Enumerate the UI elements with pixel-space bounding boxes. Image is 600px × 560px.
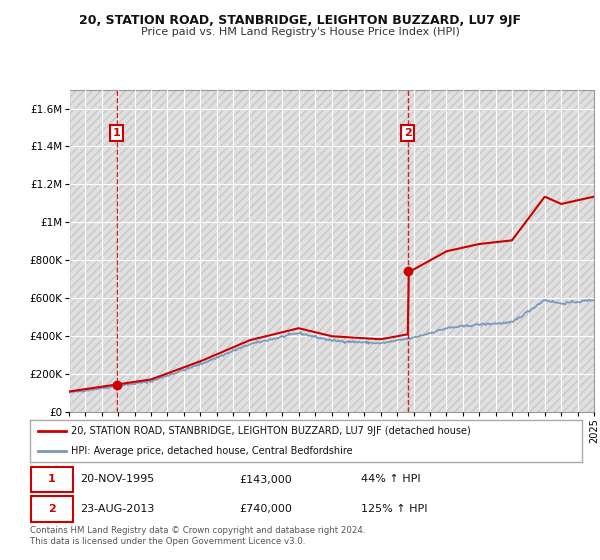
Text: 1: 1 xyxy=(113,128,121,138)
Text: 2: 2 xyxy=(404,128,412,138)
Text: Contains HM Land Registry data © Crown copyright and database right 2024.
This d: Contains HM Land Registry data © Crown c… xyxy=(30,526,365,546)
FancyBboxPatch shape xyxy=(31,496,73,522)
Text: 20-NOV-1995: 20-NOV-1995 xyxy=(80,474,154,484)
Text: £740,000: £740,000 xyxy=(240,504,293,514)
Text: £143,000: £143,000 xyxy=(240,474,293,484)
Text: 23-AUG-2013: 23-AUG-2013 xyxy=(80,504,154,514)
Text: 44% ↑ HPI: 44% ↑ HPI xyxy=(361,474,421,484)
FancyBboxPatch shape xyxy=(31,466,73,492)
Text: Price paid vs. HM Land Registry's House Price Index (HPI): Price paid vs. HM Land Registry's House … xyxy=(140,27,460,37)
Text: HPI: Average price, detached house, Central Bedfordshire: HPI: Average price, detached house, Cent… xyxy=(71,446,353,456)
Text: 1: 1 xyxy=(48,474,56,484)
Text: 2: 2 xyxy=(48,504,56,514)
Text: 20, STATION ROAD, STANBRIDGE, LEIGHTON BUZZARD, LU7 9JF (detached house): 20, STATION ROAD, STANBRIDGE, LEIGHTON B… xyxy=(71,426,471,436)
Text: 20, STATION ROAD, STANBRIDGE, LEIGHTON BUZZARD, LU7 9JF: 20, STATION ROAD, STANBRIDGE, LEIGHTON B… xyxy=(79,14,521,27)
Text: 125% ↑ HPI: 125% ↑ HPI xyxy=(361,504,428,514)
